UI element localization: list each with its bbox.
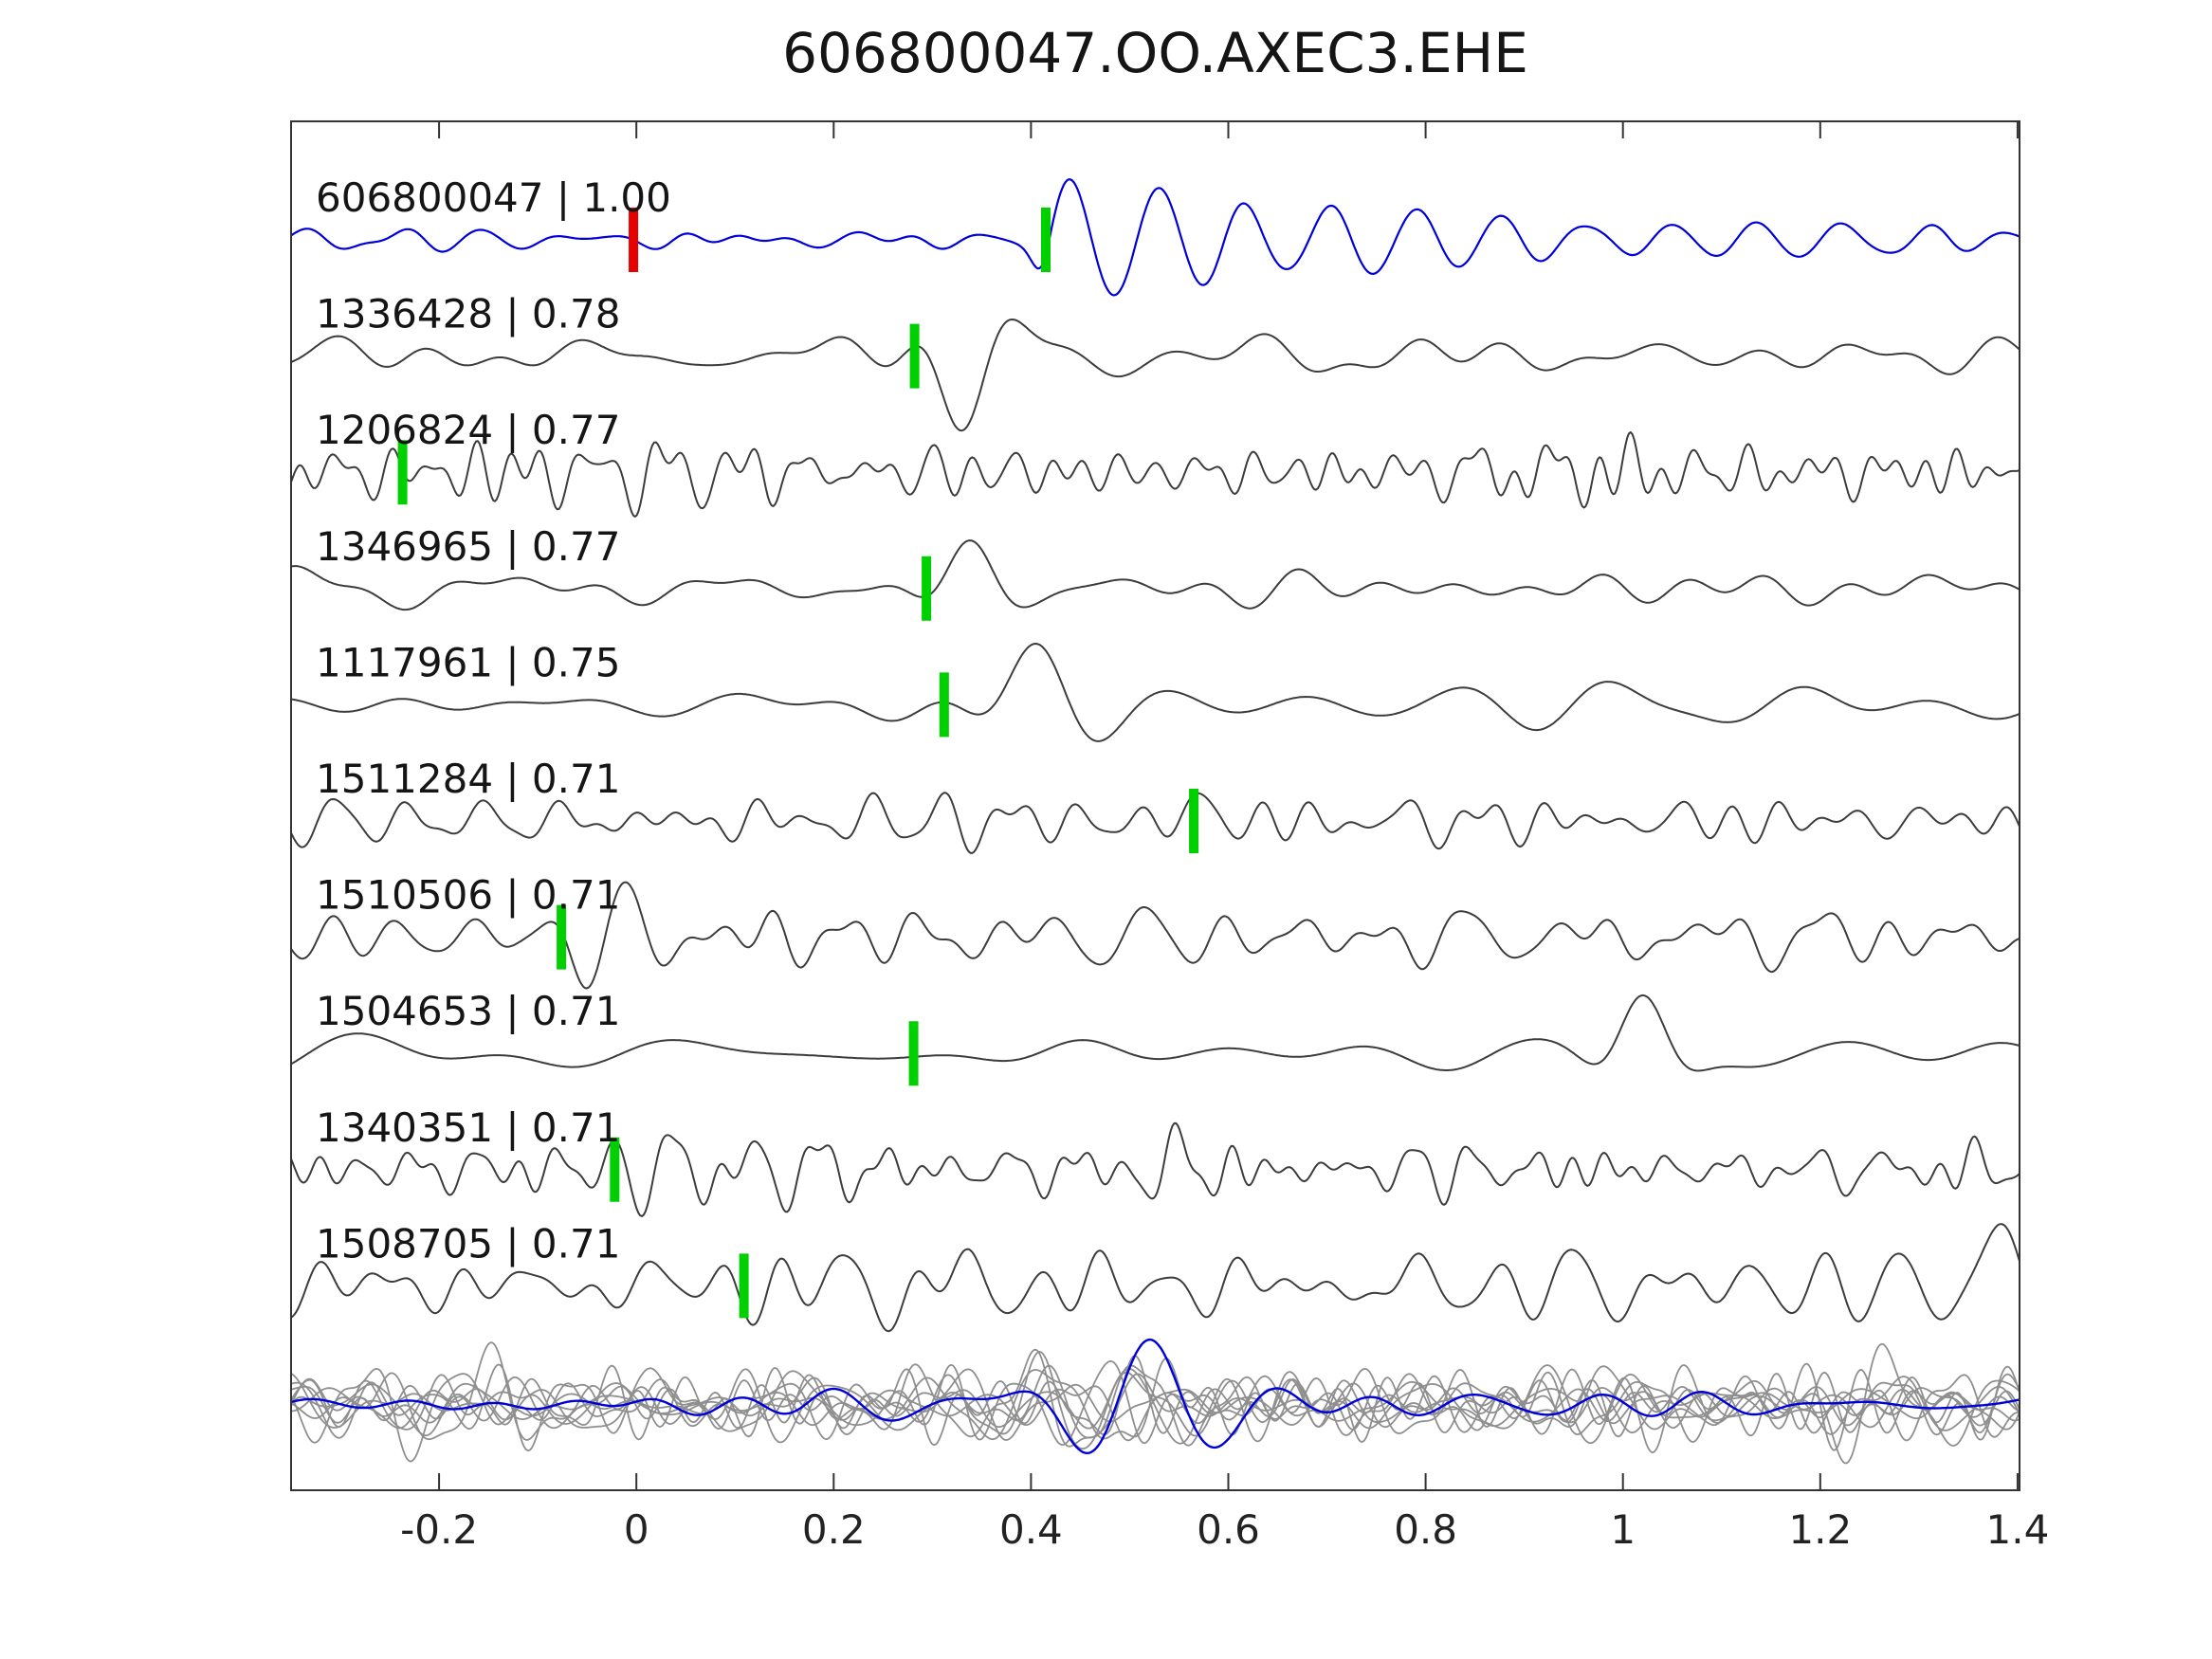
template-trace-path xyxy=(291,178,2020,297)
x-axis-tick-label: 1 xyxy=(1610,1506,1636,1553)
x-axis-tick-label: 0 xyxy=(624,1506,649,1553)
overlay-template-trace xyxy=(291,1338,2020,1454)
trace-labels-group: 606800047 | 1.00 1336428 | 0.78 1206824 | … xyxy=(316,174,671,1267)
match-trace-path xyxy=(291,881,2020,990)
x-axis-tick-label: -0.2 xyxy=(400,1506,478,1553)
match-trace-path xyxy=(291,430,2020,518)
trace-label: 1336428 | 0.78 xyxy=(316,291,620,337)
trace-label: 606800047 | 1.00 xyxy=(316,174,671,221)
traces-group xyxy=(291,178,2020,1465)
axis-group: -0.2 0 0.2 0.4 0.6 0.8 1 1.2 1.4 xyxy=(290,120,2050,1553)
trace-label: 1504653 | 0.71 xyxy=(316,988,620,1034)
overlay-gray-trace xyxy=(291,1360,2020,1446)
plot-border xyxy=(290,120,2020,1491)
match-trace-path xyxy=(291,994,2020,1072)
match-trace-path xyxy=(291,643,2020,742)
x-axis-tick-label: 1.2 xyxy=(1788,1506,1852,1553)
overlay-gray-trace xyxy=(291,1351,2020,1463)
match-trace-path xyxy=(291,539,2020,611)
trace-label: 1340351 | 0.71 xyxy=(316,1104,620,1151)
match-trace-path xyxy=(291,1223,2020,1333)
match-trace-path xyxy=(291,792,2020,854)
trace-label: 1511284 | 0.71 xyxy=(316,756,620,802)
match-trace-path xyxy=(291,319,2020,432)
overlay-gray-trace xyxy=(291,1348,2020,1448)
x-axis-tick-label: 0.8 xyxy=(1394,1506,1457,1553)
trace-label: 1508705 | 0.71 xyxy=(316,1220,620,1267)
overlay-gray-trace xyxy=(291,1355,2020,1451)
trace-label: 1510506 | 0.71 xyxy=(316,872,620,919)
trace-label: 1346965 | 0.77 xyxy=(316,523,620,570)
x-axis-tick-label: 0.2 xyxy=(802,1506,866,1553)
match-trace-path xyxy=(291,1121,2020,1217)
chart-title: 606800047.OO.AXEC3.EHE xyxy=(782,21,1528,85)
x-axis-tick-label: 0.6 xyxy=(1197,1506,1260,1553)
pick-markers-group xyxy=(397,208,1199,1319)
x-axis-tick-label: 1.4 xyxy=(1986,1506,2050,1553)
overlay-gray-trace xyxy=(291,1368,2020,1445)
trace-label: 1117961 | 0.75 xyxy=(316,639,620,685)
trace-label: 1206824 | 0.77 xyxy=(316,407,620,453)
overlay-gray-trace xyxy=(291,1341,2020,1465)
x-axis-tick-label: 0.4 xyxy=(999,1506,1063,1553)
